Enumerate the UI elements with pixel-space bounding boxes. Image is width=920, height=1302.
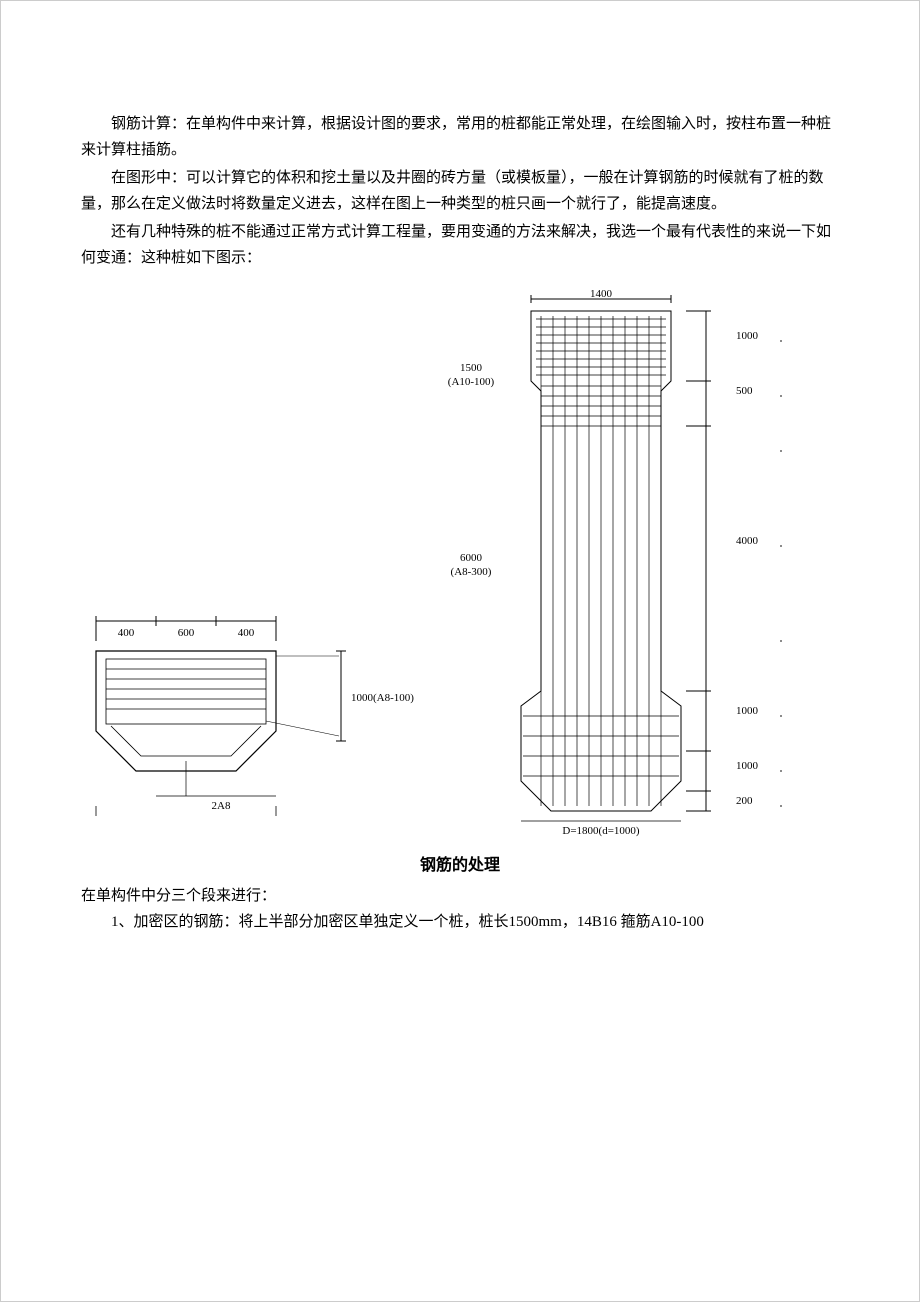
section-dim-2: 400 (238, 627, 255, 639)
dense-zone (536, 316, 666, 806)
right-dim-0: 1000 (736, 330, 759, 342)
section-bottom-label: 2A8 (212, 800, 231, 812)
pile-bottom-label: D=1800(d=1000) (562, 825, 640, 837)
right-dim-4: 1000 (736, 760, 759, 772)
left-lower-spec: (A8-300) (451, 566, 492, 578)
pile-elevation: 1400 (448, 288, 782, 837)
right-dim-5: 200 (736, 795, 753, 807)
right-dim-3: 1000 (736, 705, 759, 717)
diagram-svg: 1400 (81, 281, 841, 841)
document-content: 钢筋计算：在单构件中来计算，根据设计图的要求，常用的桩都能正常处理，在绘图输入时… (1, 1, 919, 935)
right-dim-2: 4000 (736, 535, 759, 547)
top-dim-label: 1400 (590, 288, 613, 300)
paragraph-1: 钢筋计算：在单构件中来计算，根据设计图的要求，常用的桩都能正常处理，在绘图输入时… (81, 111, 839, 163)
section-dim-1: 600 (178, 627, 195, 639)
right-dim-1: 500 (736, 385, 753, 397)
line-intro: 在单构件中分三个段来进行： (81, 883, 839, 909)
cross-section: 400 600 400 (96, 616, 414, 816)
paragraph-3: 还有几种特殊的桩不能通过正常方式计算工程量，要用变通的方法来解决，我选一个最有代… (81, 219, 839, 271)
section-title: 钢筋的处理 (81, 851, 839, 875)
line-item-1: 1、加密区的钢筋：将上半部分加密区单独定义一个桩，桩长1500mm，14B16 … (81, 909, 839, 935)
page-container: 钢筋计算：在单构件中来计算，根据设计图的要求，常用的桩都能正常处理，在绘图输入时… (0, 0, 920, 1302)
left-lower-dim: 6000 (460, 552, 483, 564)
left-upper-spec: (A10-100) (448, 376, 495, 388)
section-annotation: 1000(A8-100) (351, 692, 414, 704)
paragraph-2: 在图形中：可以计算它的体积和挖土量以及井圈的砖方量（或模板量），一般在计算钢筋的… (81, 165, 839, 217)
left-upper-dim: 1500 (460, 362, 483, 374)
section-dim-0: 400 (118, 627, 135, 639)
engineering-diagram: 1400 (81, 281, 841, 841)
ghost-ticks (780, 340, 782, 807)
